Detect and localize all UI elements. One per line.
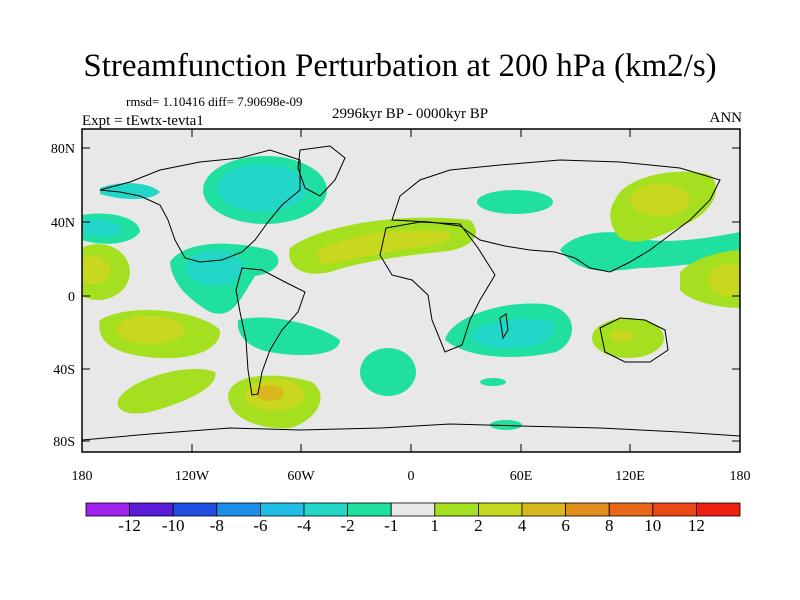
lon-tick-label: 60W — [287, 469, 315, 484]
contour-europe-negative — [477, 190, 553, 214]
contour-south-america-negative — [237, 317, 340, 356]
colorbar-label: 1 — [431, 516, 440, 535]
antarctica-coast — [82, 423, 740, 441]
lat-tick-label: 80N — [51, 142, 75, 157]
colorbar-label: -8 — [210, 516, 224, 535]
lon-tick-label: 60E — [510, 469, 533, 484]
contour-south-pacific-positive — [99, 309, 221, 359]
colorbar-swatch — [129, 502, 174, 517]
contour-indian-ocean-negative — [445, 303, 573, 357]
colorbar-swatch — [303, 502, 348, 517]
experiment-label: Expt = tEwtx-tevta1 — [82, 113, 204, 129]
colorbar-swatch — [172, 502, 218, 517]
map-background — [82, 129, 740, 452]
eurasia-coast — [391, 159, 721, 273]
rmsd-stats: rmsd= 1.10416 diff= 7.90698e-09 — [126, 94, 303, 109]
lon-tick-label: 180 — [730, 469, 751, 484]
colorbar-swatch — [347, 502, 392, 517]
lat-tick-label: 0 — [68, 290, 75, 305]
colorbar-label: -6 — [253, 516, 267, 535]
colorbar-swatch — [390, 502, 436, 517]
africa-coast — [379, 221, 496, 353]
contour-canada — [203, 156, 327, 224]
lon-tick-label: 120W — [175, 469, 210, 484]
colorbar-swatch — [652, 502, 697, 517]
lon-tick-label: 120E — [615, 469, 645, 484]
colorbar-swatch — [434, 502, 479, 517]
south-america-coast — [235, 267, 306, 396]
colorbar-label: -10 — [162, 516, 185, 535]
lat-tick-label: 80S — [53, 435, 75, 450]
coastlines — [82, 145, 740, 441]
lat-tick-label: 40S — [53, 363, 75, 378]
colorbar-label: 12 — [688, 516, 705, 535]
contour-south-pacific-lobe — [117, 368, 216, 414]
greenland-coast — [297, 145, 346, 197]
colorbar-label: -2 — [341, 516, 355, 535]
colorbar-swatch — [85, 502, 130, 517]
contour-asia-negative — [560, 232, 740, 271]
colorbar-label: 2 — [474, 516, 483, 535]
colorbar-label: 4 — [518, 516, 527, 535]
colorbar-label: 10 — [644, 516, 661, 535]
contour-antarctic-negative — [490, 420, 522, 430]
colorbar-swatch — [565, 502, 610, 517]
contour-fields — [82, 145, 740, 441]
plot-title: Streamfunction Perturbation at 200 hPa (… — [83, 48, 717, 84]
madagascar-coast — [499, 313, 509, 340]
period-label: 2996kyr BP - 0000kyr BP — [331, 106, 489, 122]
latitude-axis: 80N 40N 0 40S 80S — [51, 142, 740, 450]
colorbar-label: -1 — [384, 516, 398, 535]
contour-east-pacific-positive — [82, 244, 130, 300]
colorbar-swatch — [521, 502, 566, 517]
longitude-axis: 180 120W 60W 0 60E 120E 180 — [72, 129, 751, 484]
lon-tick-label: 180 — [72, 469, 93, 484]
colorbar-swatch — [259, 502, 305, 517]
colorbar-label: 8 — [605, 516, 614, 535]
colorbar-swatch — [608, 502, 654, 517]
lat-tick-label: 40N — [51, 216, 75, 231]
contour-east-asia-positive — [610, 171, 717, 242]
colorbar-label: 6 — [561, 516, 570, 535]
season-label: ANN — [709, 110, 743, 126]
colorbar-swatch — [477, 502, 523, 517]
contour-south-atlantic-negative — [360, 348, 416, 396]
contour-west-pacific-positive — [680, 250, 740, 308]
colorbar: -12 -10 -8 -6 -4 -2 -1 1 2 4 6 8 10 12 — [85, 502, 741, 535]
contour-australia-positive — [592, 318, 664, 358]
colorbar-swatch — [696, 502, 741, 517]
contour-small-negative — [480, 378, 506, 386]
australia-coast — [599, 317, 669, 363]
colorbar-label: -12 — [118, 516, 141, 535]
colorbar-label: -4 — [297, 516, 312, 535]
lon-tick-label: 0 — [408, 469, 415, 484]
colorbar-swatch — [216, 502, 261, 517]
north-america-coast — [99, 149, 301, 263]
contour-north-pacific-jet — [82, 183, 160, 244]
